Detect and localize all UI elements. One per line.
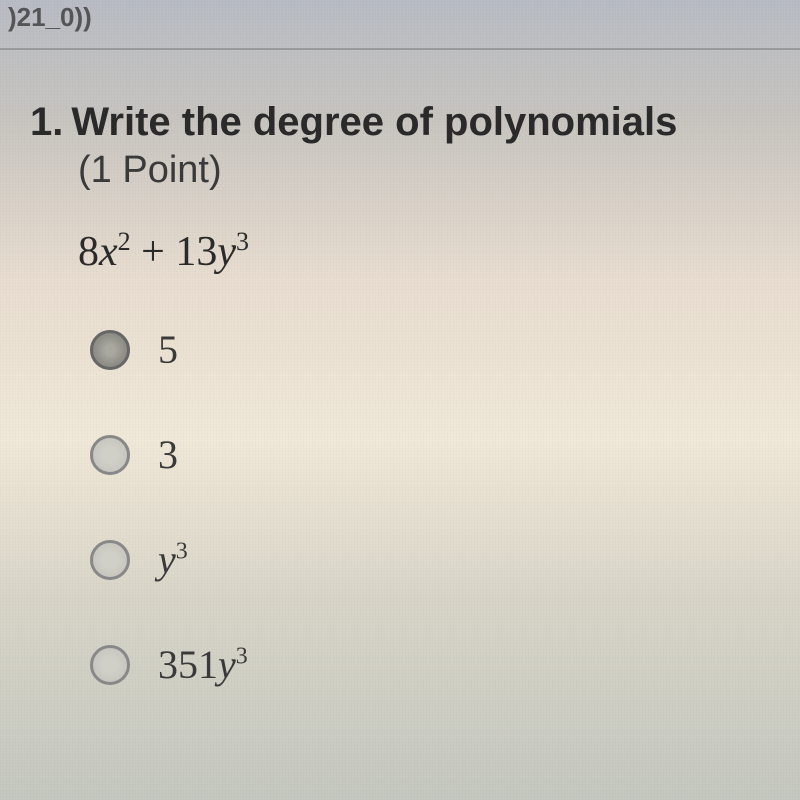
question-text: Write the degree of polynomials xyxy=(71,100,677,145)
header-fragment: )21_0)) xyxy=(0,0,100,35)
expr-exp1: 2 xyxy=(118,227,131,256)
option-2[interactable]: 3 xyxy=(90,431,770,478)
radio-icon xyxy=(90,330,130,370)
polynomial-expression: 8x2 + 13y3 xyxy=(78,227,770,276)
expr-coef1: 8 xyxy=(78,229,99,275)
radio-icon xyxy=(90,540,130,580)
expr-exp2: 3 xyxy=(236,227,249,256)
question-title-row: 1. Write the degree of polynomials xyxy=(30,100,770,145)
option-3-sup: 3 xyxy=(176,539,188,565)
question-content: 1. Write the degree of polynomials (1 Po… xyxy=(30,100,770,746)
option-3[interactable]: y3 xyxy=(90,536,770,583)
expr-var1: x xyxy=(99,229,118,275)
header-divider xyxy=(0,48,800,50)
option-3-base: y xyxy=(158,537,176,582)
option-4[interactable]: 351y3 xyxy=(90,641,770,688)
options-list: 5 3 y3 351y3 xyxy=(90,326,770,688)
option-1-label: 5 xyxy=(158,326,178,373)
option-4-prefix: 351 xyxy=(158,642,218,687)
radio-icon xyxy=(90,435,130,475)
option-3-label: y3 xyxy=(158,536,188,583)
question-points: (1 Point) xyxy=(78,149,770,192)
expr-op: + xyxy=(131,229,176,275)
option-1[interactable]: 5 xyxy=(90,326,770,373)
expr-coef2: 13 xyxy=(175,229,217,275)
option-2-label: 3 xyxy=(158,431,178,478)
expr-var2: y xyxy=(217,229,236,275)
radio-icon xyxy=(90,645,130,685)
question-number: 1. xyxy=(30,100,63,145)
option-4-label: 351y3 xyxy=(158,641,248,688)
option-4-sup: 3 xyxy=(236,644,248,670)
option-4-base: y xyxy=(218,642,236,687)
